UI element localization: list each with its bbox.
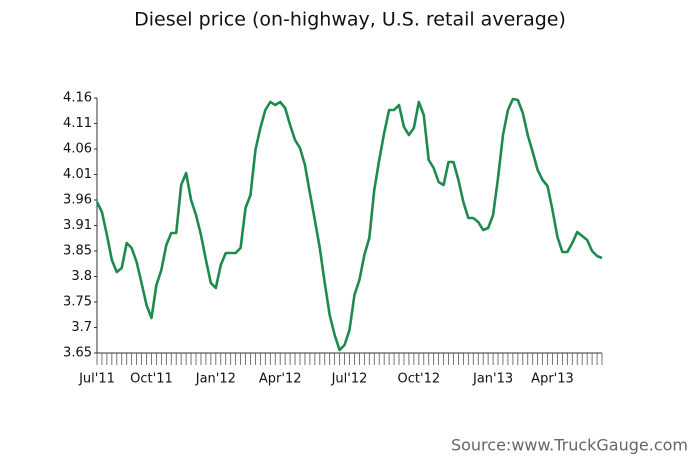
y-tick-label: 3.91 [63, 218, 92, 233]
x-tick-label: Oct'12 [398, 372, 441, 387]
y-tick-label: 3.65 [63, 346, 92, 361]
y-tick-label: 4.01 [63, 167, 92, 182]
y-tick-label: 3.96 [63, 193, 92, 208]
y-tick-label: 4.06 [63, 142, 92, 157]
x-tick-label: Jul'11 [78, 372, 115, 387]
chart-title: Diesel price (on-highway, U.S. retail av… [134, 9, 566, 31]
source-note: Source:www.TruckGauge.com [451, 436, 688, 455]
x-tick-label: Oct'11 [130, 372, 173, 387]
x-tick-label: Apr'13 [531, 372, 574, 387]
x-tick-label: Jan'12 [195, 372, 236, 387]
y-tick-label: 3.85 [63, 244, 92, 259]
y-tick-label: 3.75 [63, 295, 92, 310]
y-tick-label: 4.16 [63, 91, 92, 106]
data-line [95, 97, 603, 352]
y-tick-label: 3.7 [71, 320, 92, 335]
x-tick-label: Jul'12 [331, 372, 368, 387]
x-tick-label: Apr'12 [259, 372, 302, 387]
y-tick-label: 3.8 [71, 269, 92, 284]
x-tick-label: Jan'13 [472, 372, 513, 387]
y-tick-label: 4.11 [63, 116, 92, 131]
